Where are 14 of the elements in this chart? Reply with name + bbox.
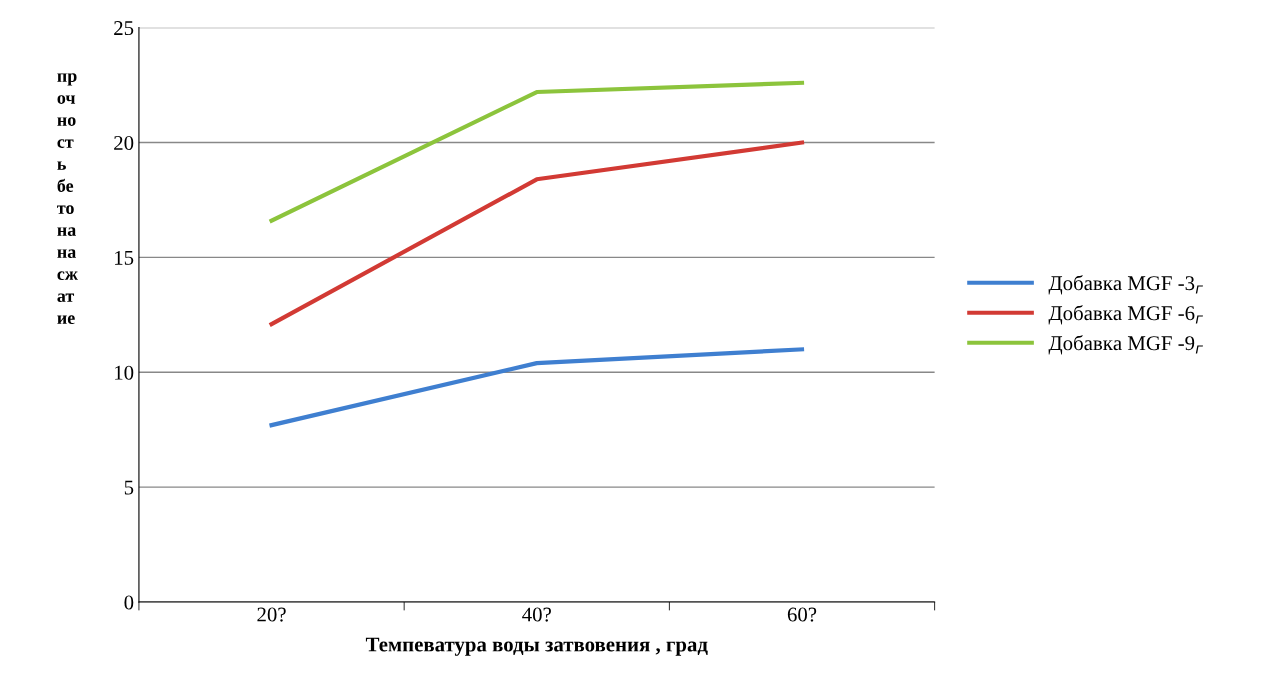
y-tick-label: 20	[114, 135, 134, 150]
x-tick-label: 20?	[257, 607, 286, 622]
text: прочность бетона на сжатие	[57, 73, 78, 325]
legend-label: Добавка MGF -9$_{г}$	[1048, 335, 1203, 355]
y-tick-label: 10	[115, 365, 134, 380]
legend-label: Добавка MGF -6$_{г}$	[1048, 305, 1203, 325]
y-tick-label: 0	[124, 595, 134, 610]
x-tick-label: 40?	[522, 607, 551, 622]
x-tick-label: 60?	[787, 607, 817, 622]
y-tick-label: 5	[124, 480, 134, 495]
legend-label: Добавка MGF -3$_{г}$	[1048, 275, 1203, 295]
x-axis-title: Темпеватура воды затвовения , град	[365, 637, 708, 656]
y-tick-label: 25	[114, 21, 134, 36]
y-tick-label: 15	[115, 250, 134, 265]
